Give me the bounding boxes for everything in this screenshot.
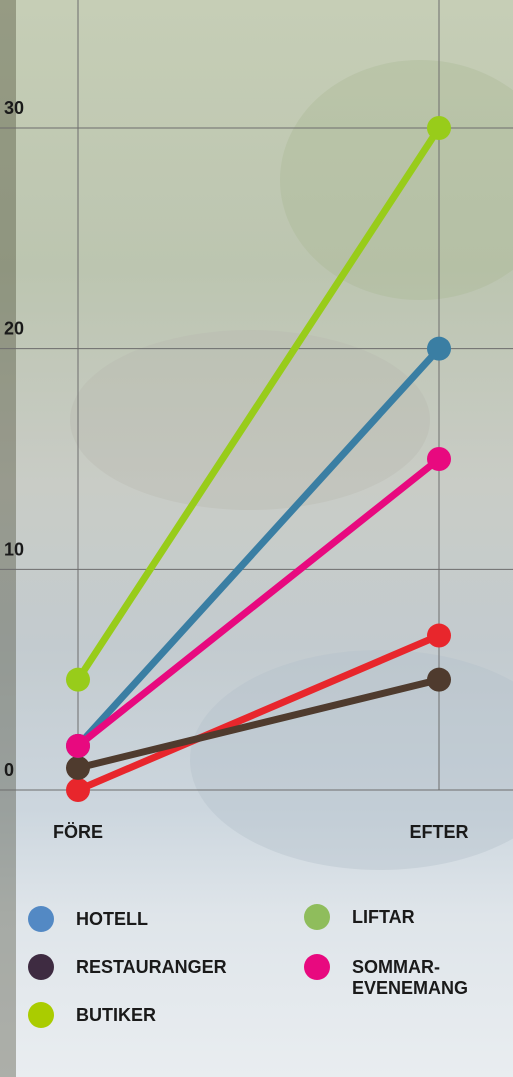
series-point-0-1 xyxy=(427,336,451,361)
series-point-4-0 xyxy=(66,733,90,758)
legend-label: BUTIKER xyxy=(76,1005,156,1025)
y-tick-label-30: 30 xyxy=(4,98,24,118)
legend-item-4: SOMMAR- EVENEMANG xyxy=(304,954,469,999)
series-line-5 xyxy=(74,632,443,794)
y-tick-label-20: 20 xyxy=(4,319,24,339)
x-tick-label-0: FÖRE xyxy=(53,822,103,842)
legend-item-3: LIFTAR xyxy=(304,904,415,930)
series-line-4 xyxy=(74,455,443,750)
x-tick-label-1: EFTER xyxy=(409,822,468,842)
legend-item-2: BUTIKER xyxy=(28,1002,156,1028)
series-line-1 xyxy=(74,676,443,772)
legend-item-0: HOTELL xyxy=(28,906,148,932)
series-point-2-0 xyxy=(66,667,90,692)
series-point-5-0 xyxy=(66,778,90,802)
y-tick-label-0: 0 xyxy=(4,760,14,780)
legend-swatch xyxy=(28,1002,54,1028)
legend-item-1: RESTAURANGER xyxy=(28,954,227,980)
legend-swatch xyxy=(304,954,330,980)
legend-swatch xyxy=(28,906,54,932)
y-tick-label-10: 10 xyxy=(4,539,24,559)
series-point-1-1 xyxy=(427,667,451,692)
series-point-1-0 xyxy=(66,755,90,780)
series-line-0 xyxy=(74,345,443,750)
legend-swatch xyxy=(304,904,330,930)
series-point-4-1 xyxy=(427,447,451,471)
legend-label: SOMMAR- EVENEMANG xyxy=(352,957,469,998)
legend-label: RESTAURANGER xyxy=(76,957,227,977)
legend-label: HOTELL xyxy=(76,909,148,929)
series-point-2-1 xyxy=(427,116,451,140)
legend-label: LIFTAR xyxy=(352,907,415,927)
series-point-5-1 xyxy=(427,623,451,648)
legend-swatch xyxy=(28,954,54,980)
series-line-2 xyxy=(74,124,443,684)
